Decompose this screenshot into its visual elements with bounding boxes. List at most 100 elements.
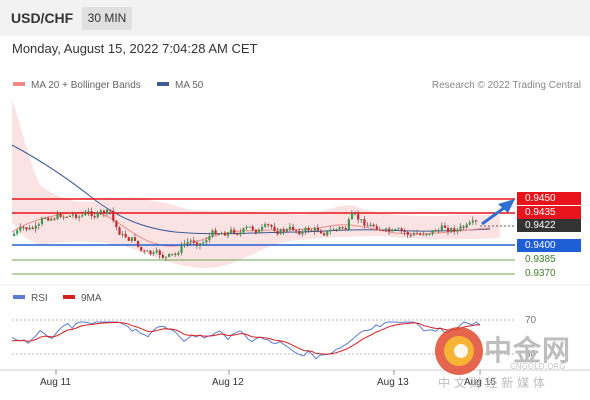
candle-body: [397, 228, 400, 230]
candle-body: [307, 227, 310, 231]
candle-body: [180, 245, 183, 253]
candle-body: [99, 210, 102, 213]
last-price-label: 0.9422: [517, 219, 581, 232]
candle-body: [25, 227, 28, 230]
candle-body: [93, 215, 96, 218]
ma9-swatch: [63, 295, 75, 300]
candle-body: [416, 233, 419, 235]
candle-body: [403, 230, 406, 233]
candle-body: [391, 229, 394, 232]
ma9-label: 9MA: [81, 293, 102, 304]
candle-body: [316, 227, 319, 231]
candle-body: [443, 225, 447, 228]
candle-body: [31, 227, 34, 229]
candle-body: [412, 233, 416, 235]
candle-body: [471, 220, 474, 223]
candle-body: [192, 240, 195, 243]
candle-body: [419, 233, 422, 235]
candle-body: [223, 232, 226, 236]
timeframe-button[interactable]: 30 MIN: [82, 7, 132, 30]
candle-body: [189, 240, 192, 242]
candle-body: [75, 214, 78, 218]
candle-body: [347, 219, 350, 230]
candle-body: [186, 241, 189, 244]
candle-body: [230, 229, 233, 233]
candle-body: [456, 229, 459, 232]
candle-body: [323, 233, 326, 236]
candle-body: [298, 230, 301, 235]
candle-body: [174, 253, 177, 255]
candle-body: [127, 237, 130, 241]
ma50-label: MA 50: [175, 80, 204, 91]
candle-body: [366, 225, 369, 227]
candle-body: [310, 230, 313, 232]
candle-body: [84, 212, 87, 216]
support-2-label: 0.9370: [525, 268, 556, 279]
ma20-label: MA 20 + Bollinger Bands: [31, 80, 141, 91]
candle-body: [326, 231, 329, 236]
candle-body: [143, 250, 146, 252]
candle-body: [106, 209, 109, 214]
candle-body: [251, 226, 254, 230]
candle-body: [121, 233, 124, 235]
candle-body: [276, 230, 279, 235]
candle-body: [378, 229, 381, 231]
candle-body: [254, 229, 257, 234]
candle-body: [450, 228, 453, 232]
candle-body: [304, 227, 307, 232]
resistance-2-label: 0.9450: [517, 192, 581, 205]
rsi-30-label: 30: [525, 349, 537, 360]
candle-body: [248, 226, 251, 228]
candle-body: [261, 226, 264, 230]
candle-body: [350, 212, 354, 220]
candle-body: [158, 250, 161, 255]
candle-body: [257, 229, 261, 234]
candle-body: [217, 234, 220, 236]
candle-body: [388, 228, 391, 232]
candle-body: [115, 220, 118, 228]
timestamp: Monday, August 15, 2022 7:04:28 AM CET: [12, 41, 258, 56]
candle-body: [239, 232, 242, 235]
candle-body: [447, 227, 450, 232]
candle-body: [112, 210, 115, 221]
candle-body: [71, 214, 75, 216]
candle-body: [13, 233, 16, 236]
candle-body: [65, 216, 68, 218]
watermark-brand: 中金网: [484, 334, 572, 367]
candle-body: [177, 252, 180, 255]
candle-body: [425, 234, 428, 236]
candle-body: [161, 254, 164, 258]
candle-body: [211, 230, 214, 237]
candle-body: [34, 225, 37, 229]
instrument-title: USD/CHF: [11, 10, 74, 26]
research-credit: Research © 2022 Trading Central: [431, 80, 581, 91]
candle-body: [202, 242, 205, 244]
candle-body: [124, 233, 127, 238]
candle-body: [16, 230, 19, 234]
candle-body: [295, 230, 298, 232]
candle-body: [462, 226, 465, 228]
candle-body: [267, 224, 270, 226]
candle-body: [44, 218, 47, 220]
candle-body: [68, 215, 71, 218]
candle-body: [329, 229, 332, 232]
candle-body: [233, 229, 236, 234]
candle-body: [354, 212, 357, 215]
candle-body: [226, 232, 230, 236]
rsi-line: [11, 321, 481, 360]
watermark-slogan: 中 文 财 经 新 媒 体: [438, 376, 545, 390]
candle-body: [37, 224, 40, 226]
rsi-label: RSI: [31, 293, 48, 304]
candle-body: [236, 233, 239, 235]
candle-body: [400, 228, 403, 231]
candle-body: [109, 209, 112, 211]
candle-body: [385, 228, 388, 230]
candle-body: [59, 214, 62, 218]
candle-body: [22, 226, 25, 228]
candle-body: [474, 220, 478, 222]
candle-body: [344, 227, 347, 230]
x-label-aug12: Aug 12: [212, 377, 244, 388]
candle-body: [313, 227, 316, 232]
candle-body: [440, 225, 443, 231]
candle-body: [468, 222, 471, 225]
